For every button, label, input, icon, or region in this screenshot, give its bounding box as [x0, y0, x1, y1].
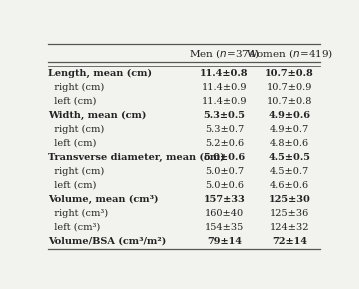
Text: left (cm): left (cm)	[48, 181, 96, 190]
Text: 154±35: 154±35	[205, 223, 244, 232]
Text: 125±30: 125±30	[269, 195, 311, 204]
Text: 4.8±0.6: 4.8±0.6	[270, 139, 309, 148]
Text: left (cm): left (cm)	[48, 139, 96, 148]
Text: 5.3±0.5: 5.3±0.5	[203, 111, 245, 120]
Text: right (cm): right (cm)	[48, 83, 104, 92]
Text: Transverse diameter, mean (cm): Transverse diameter, mean (cm)	[48, 153, 224, 162]
Text: 4.5±0.5: 4.5±0.5	[269, 153, 311, 162]
Text: right (cm³): right (cm³)	[48, 209, 108, 218]
Text: 5.0±0.7: 5.0±0.7	[205, 167, 244, 176]
Text: 5.0±0.6: 5.0±0.6	[205, 181, 244, 190]
Text: Volume/BSA (cm³/m²): Volume/BSA (cm³/m²)	[48, 237, 166, 246]
Text: 5.3±0.7: 5.3±0.7	[205, 125, 244, 134]
Text: Length, mean (cm): Length, mean (cm)	[48, 68, 151, 78]
Text: 79±14: 79±14	[207, 237, 242, 246]
Text: Men ($n$=374): Men ($n$=374)	[189, 47, 260, 60]
Text: 4.9±0.7: 4.9±0.7	[270, 125, 309, 134]
Text: 10.7±0.8: 10.7±0.8	[265, 68, 314, 78]
Text: 72±14: 72±14	[272, 237, 307, 246]
Text: 4.5±0.7: 4.5±0.7	[270, 167, 309, 176]
Text: 157±33: 157±33	[204, 195, 245, 204]
Text: Women ($n$=419): Women ($n$=419)	[246, 47, 334, 60]
Text: right (cm): right (cm)	[48, 167, 104, 176]
Text: 4.6±0.6: 4.6±0.6	[270, 181, 309, 190]
Text: 124±32: 124±32	[270, 223, 309, 232]
Text: 4.9±0.6: 4.9±0.6	[269, 111, 311, 120]
Text: left (cm): left (cm)	[48, 97, 96, 106]
Text: 11.4±0.9: 11.4±0.9	[202, 97, 247, 106]
Text: Volume, mean (cm³): Volume, mean (cm³)	[48, 195, 158, 204]
Text: 11.4±0.9: 11.4±0.9	[202, 83, 247, 92]
Text: 5.2±0.6: 5.2±0.6	[205, 139, 244, 148]
Text: left (cm³): left (cm³)	[48, 223, 100, 232]
Text: 160±40: 160±40	[205, 209, 244, 218]
Text: 10.7±0.9: 10.7±0.9	[267, 83, 312, 92]
Text: 125±36: 125±36	[270, 209, 309, 218]
Text: 11.4±0.8: 11.4±0.8	[200, 68, 248, 78]
Text: Width, mean (cm): Width, mean (cm)	[48, 111, 146, 120]
Text: right (cm): right (cm)	[48, 125, 104, 134]
Text: 5.0±0.6: 5.0±0.6	[203, 153, 246, 162]
Text: 10.7±0.8: 10.7±0.8	[267, 97, 312, 106]
